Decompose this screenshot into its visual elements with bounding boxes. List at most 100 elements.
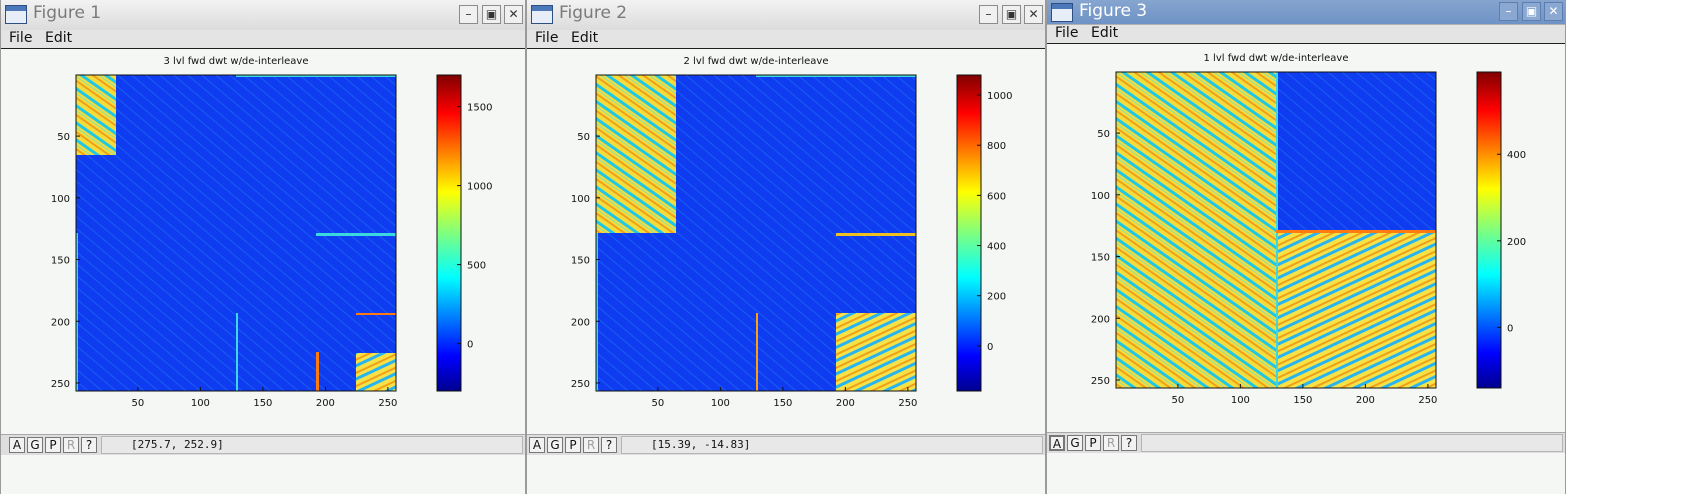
- colorbar-tick-label: 800: [987, 141, 1006, 152]
- x-ticks: 50 100 150 200 250: [1172, 384, 1437, 406]
- axes-frame: [1115, 71, 1437, 389]
- plot-title: 1 lvl fwd dwt w/de-interleave: [1204, 53, 1349, 64]
- title-bar[interactable]: Figure 3 – ▣ ✕: [1047, 0, 1565, 25]
- x-ticks: 50 100 150 200 250: [652, 387, 917, 409]
- detail-band: [836, 313, 916, 391]
- status-button-g[interactable]: G: [27, 437, 43, 453]
- x-tick-label: 100: [191, 398, 210, 409]
- y-tick-label: 50: [577, 132, 590, 143]
- detail-stripe: [836, 233, 916, 236]
- menu-bar: File Edit: [1, 30, 525, 49]
- x-tick-label: 150: [773, 398, 792, 409]
- minimize-icon[interactable]: –: [1499, 2, 1518, 21]
- maximize-icon[interactable]: ▣: [1002, 5, 1021, 24]
- minimize-icon[interactable]: –: [979, 5, 998, 24]
- detail-band: [1276, 72, 1436, 230]
- maximize-icon[interactable]: ▣: [1522, 2, 1541, 21]
- x-tick-label: 200: [1356, 395, 1375, 406]
- menu-file[interactable]: File: [535, 30, 559, 46]
- y-tick-label: 50: [1097, 129, 1110, 140]
- detail-stripe: [316, 352, 319, 391]
- figure-1-plot[interactable]: 3 lvl fwd dwt w/de-interleave 50 100 150 20…: [1, 0, 525, 494]
- status-button-p[interactable]: P: [1085, 435, 1101, 451]
- detail-stripe: [76, 233, 78, 391]
- y-ticks: 50 100 150 200 250: [571, 132, 600, 390]
- colorbar: [1476, 71, 1502, 389]
- figure-2-plot[interactable]: 2 lvl fwd dwt w/de-interleave 50 100 150 20…: [527, 0, 1045, 494]
- menu-edit[interactable]: Edit: [1091, 25, 1119, 41]
- x-tick-label: 150: [253, 398, 272, 409]
- status-button-p[interactable]: P: [565, 437, 581, 453]
- close-icon[interactable]: ✕: [1024, 5, 1043, 24]
- plot-title: 3 lvl fwd dwt w/de-interleave: [164, 56, 309, 67]
- window-icon: [531, 5, 553, 24]
- axes-frame: [75, 74, 397, 392]
- coords-box: [621, 436, 1043, 454]
- status-button-help[interactable]: ?: [81, 437, 97, 453]
- maximize-icon[interactable]: ▣: [482, 5, 501, 24]
- figure-3-plot[interactable]: 1 lvl fwd dwt w/de-interleave 50 100 150 20…: [1047, 0, 1565, 494]
- y-tick-label: 100: [51, 194, 70, 205]
- minimize-icon[interactable]: –: [459, 5, 478, 24]
- cursor-coords: [15.39, -14.83]: [651, 438, 751, 451]
- x-tick-label: 100: [1231, 395, 1250, 406]
- status-button-help[interactable]: ?: [601, 437, 617, 453]
- colorbar-ticks: 0 200 400: [1497, 150, 1526, 334]
- menu-file[interactable]: File: [1055, 25, 1079, 41]
- x-tick-label: 100: [711, 398, 730, 409]
- status-button-r[interactable]: R: [583, 437, 599, 453]
- x-tick-label: 200: [836, 398, 855, 409]
- figure-window-3[interactable]: Figure 3 – ▣ ✕ File Edit 1 lvl fwd dwt w…: [1046, 0, 1566, 494]
- detail-band: [1276, 230, 1436, 388]
- status-button-g[interactable]: G: [547, 437, 563, 453]
- x-tick-label: 50: [1172, 395, 1185, 406]
- status-button-r[interactable]: R: [63, 437, 79, 453]
- status-button-r[interactable]: R: [1103, 435, 1119, 451]
- status-bar: A G P R ? [15.39, -14.83]: [527, 434, 1045, 455]
- status-button-a[interactable]: A: [529, 437, 545, 453]
- y-tick-label: 200: [1091, 314, 1110, 325]
- coords-box: [1141, 434, 1563, 452]
- y-tick-label: 150: [1091, 253, 1110, 264]
- colorbar-tick-label: 200: [987, 292, 1006, 303]
- close-icon[interactable]: ✕: [1544, 2, 1563, 21]
- colorbar-tick-label: 0: [1507, 323, 1513, 334]
- detail-band: [356, 353, 396, 391]
- x-tick-label: 250: [1418, 395, 1437, 406]
- approx-band: [76, 75, 116, 155]
- colorbar-tick-label: 0: [467, 340, 473, 351]
- colorbar-tick-label: 500: [467, 261, 486, 272]
- colorbar-ticks: 0 200 400 600 800 1000: [977, 91, 1012, 353]
- menu-edit[interactable]: Edit: [45, 30, 73, 46]
- colorbar: [436, 74, 462, 392]
- y-tick-label: 250: [51, 379, 70, 390]
- title-bar[interactable]: Figure 1 – ▣ ✕: [1, 0, 525, 31]
- colorbar-tick-label: 1000: [987, 91, 1012, 102]
- x-tick-label: 250: [378, 398, 397, 409]
- colorbar-tick-label: 200: [1507, 237, 1526, 248]
- menu-edit[interactable]: Edit: [571, 30, 599, 46]
- figure-window-2[interactable]: Figure 2 – ▣ ✕ File Edit 2 lvl fwd dwt w…: [526, 0, 1046, 494]
- x-tick-label: 200: [316, 398, 335, 409]
- status-button-p[interactable]: P: [45, 437, 61, 453]
- window-title: Figure 1: [33, 3, 102, 23]
- figure-window-1[interactable]: Figure 1 – ▣ ✕ File Edit 3 lvl fwd dwt w…: [0, 0, 526, 494]
- detail-stripe: [236, 75, 396, 77]
- y-tick-label: 150: [571, 256, 590, 267]
- status-button-a[interactable]: A: [9, 437, 25, 453]
- y-tick-label: 200: [51, 317, 70, 328]
- colorbar: [956, 74, 982, 392]
- y-ticks: 50 100 150 200 250: [51, 132, 80, 390]
- colorbar-tick-label: 400: [987, 242, 1006, 253]
- y-tick-label: 100: [571, 194, 590, 205]
- status-button-a[interactable]: A: [1049, 435, 1065, 451]
- y-tick-label: 250: [1091, 376, 1110, 387]
- menu-file[interactable]: File: [9, 30, 33, 46]
- detail-stripe: [316, 233, 396, 236]
- colorbar-tick-label: 400: [1507, 150, 1526, 161]
- y-tick-label: 250: [571, 379, 590, 390]
- close-icon[interactable]: ✕: [504, 5, 523, 24]
- status-button-g[interactable]: G: [1067, 435, 1083, 451]
- status-button-help[interactable]: ?: [1121, 435, 1137, 451]
- detail-stripe: [756, 75, 916, 77]
